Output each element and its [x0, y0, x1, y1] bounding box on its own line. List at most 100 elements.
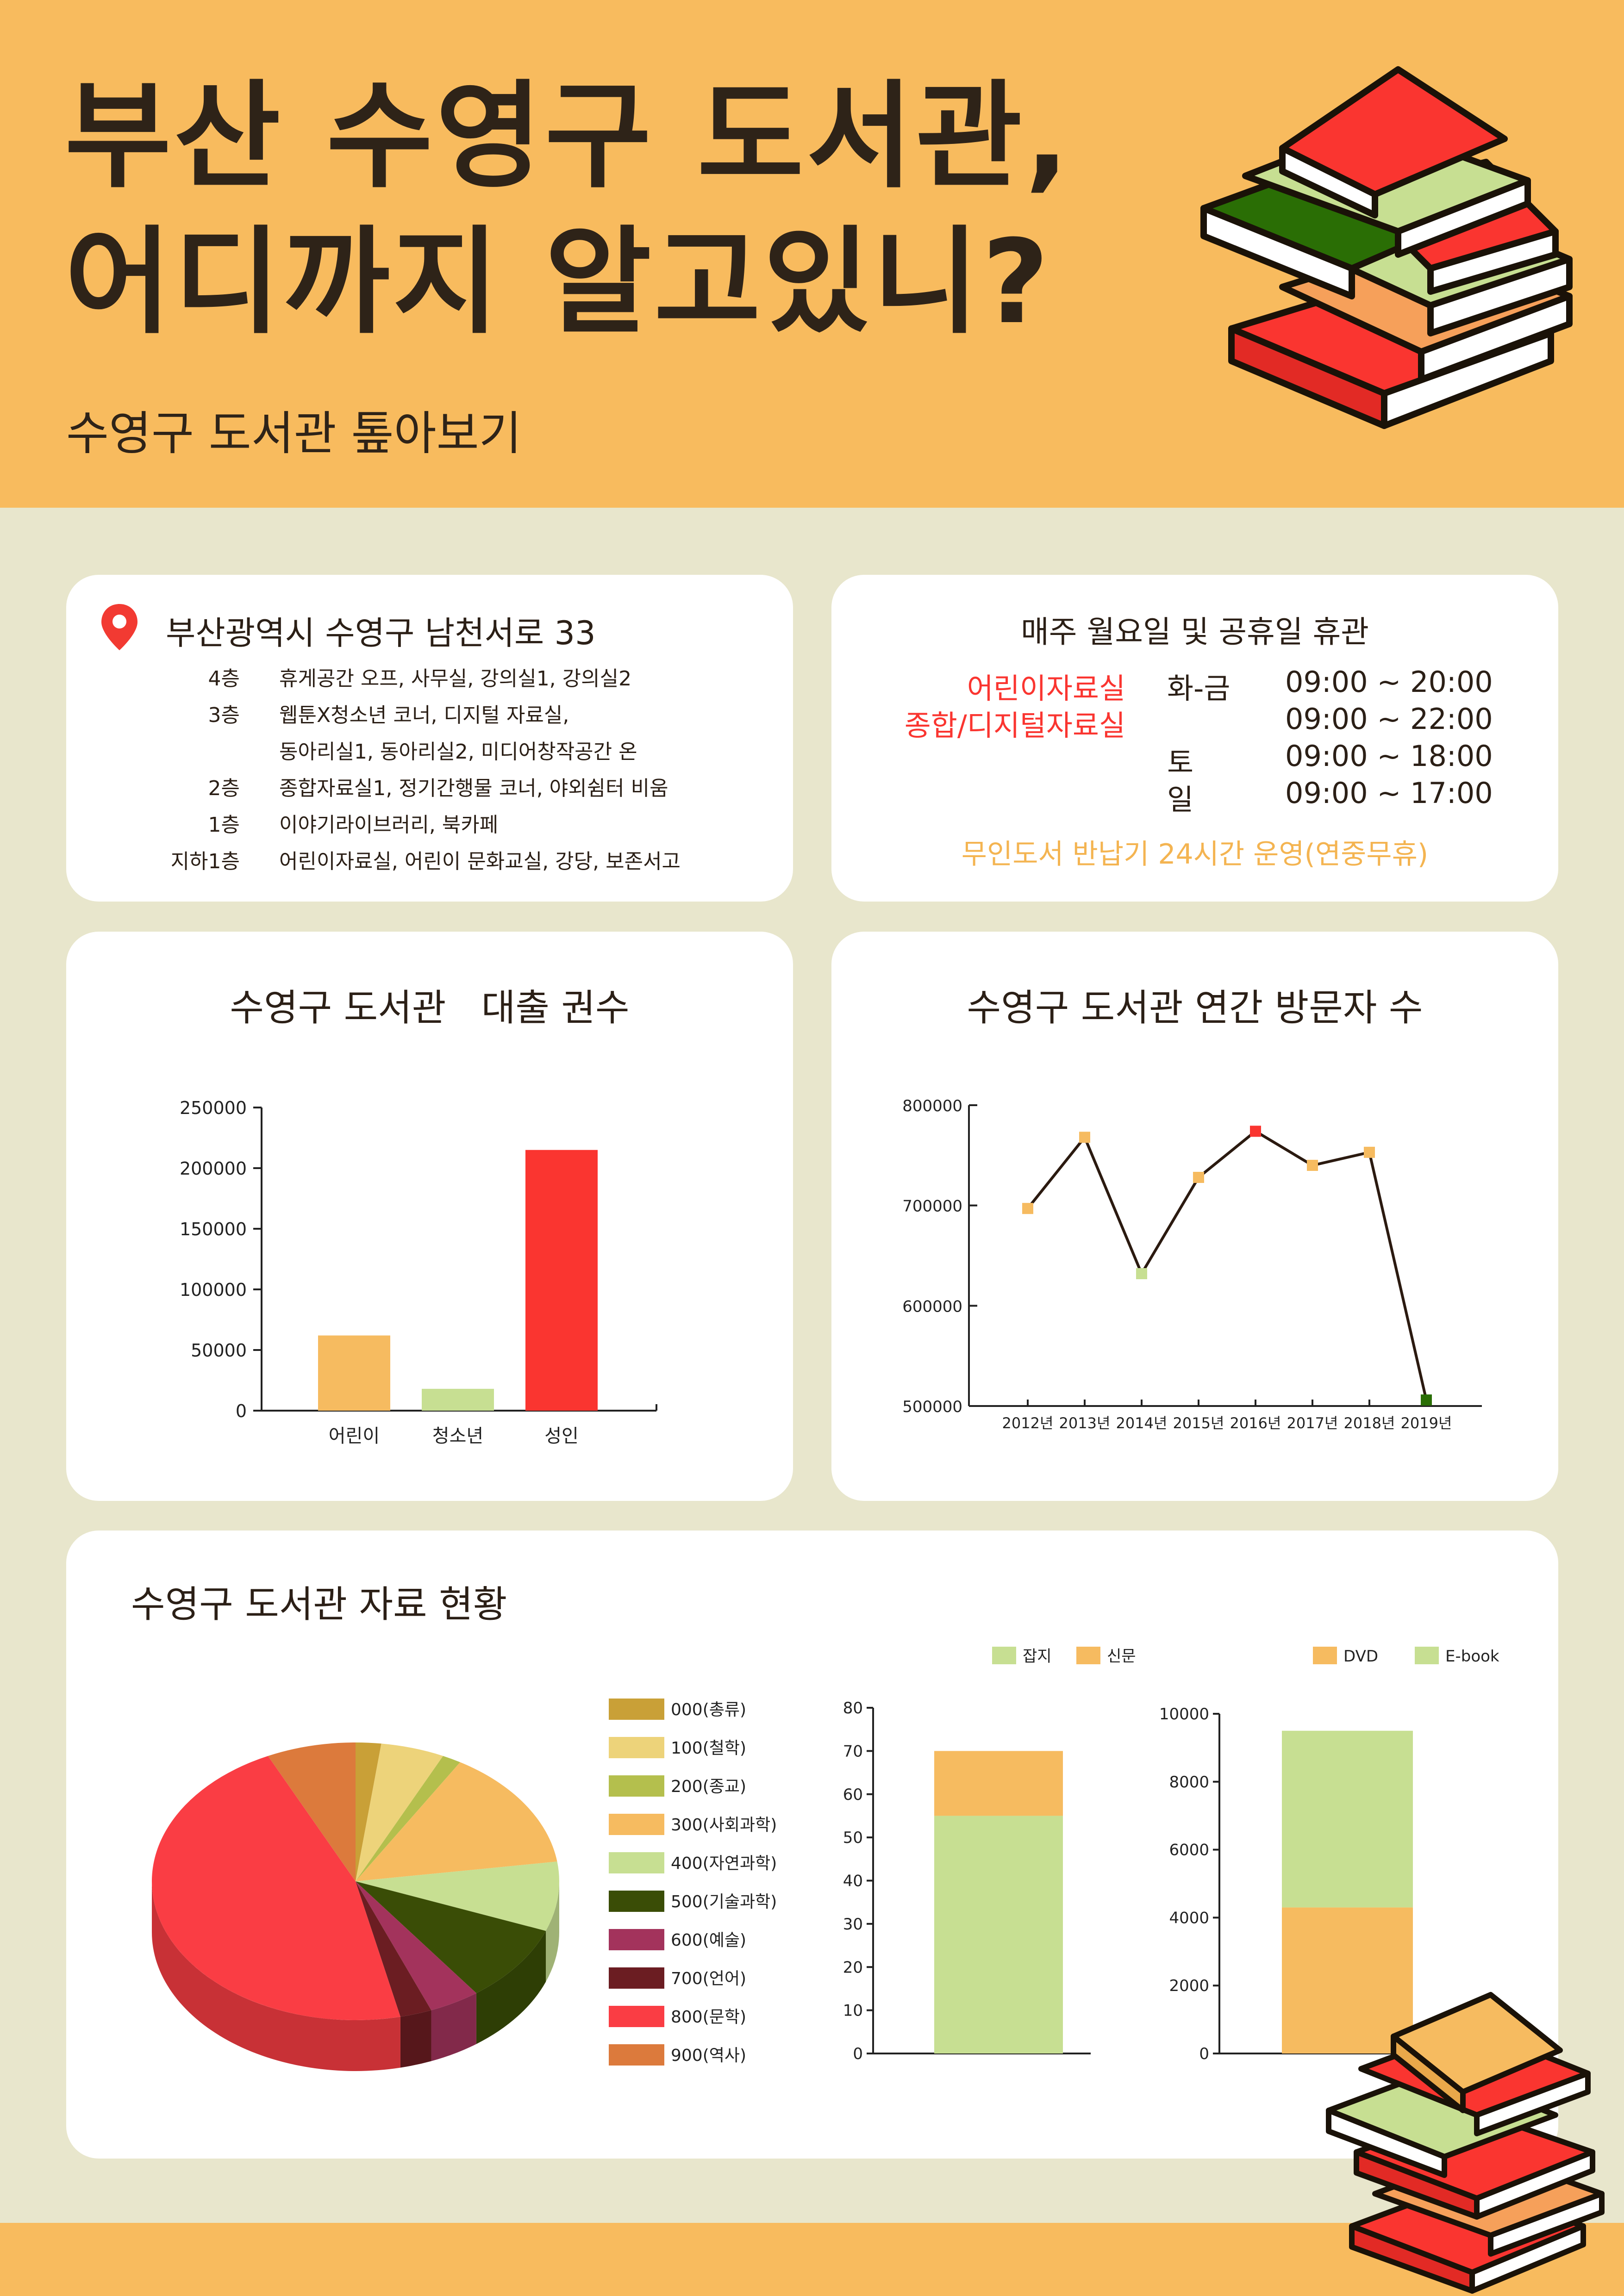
bar-성인: [525, 1150, 598, 1411]
pie-side-500(기술과학): [476, 1931, 546, 2044]
y-tick-label: 10: [843, 2002, 863, 2020]
floor-label: 4층: [208, 667, 240, 691]
y-tick-label: 50: [843, 1829, 863, 1847]
loan-bar-chart: 0 50000 100000 150000 200000 250000 어린이 청소년 성인: [180, 1098, 657, 1447]
data-point-2017년: [1307, 1160, 1318, 1171]
x-tick-label: 어린이: [329, 1425, 380, 1447]
floor-label: 지하1층: [170, 850, 240, 873]
y-tick-label: 30: [843, 1915, 863, 1934]
floor-description: 휴게공간 오프, 사무실, 강의실1, 강의실2: [279, 667, 632, 691]
legend-label: 600(예술): [671, 1931, 746, 1950]
closed-notice: 매주 월요일 및 공휴일 휴관: [1021, 614, 1369, 650]
pie-side-400(자연과학): [546, 1881, 559, 1982]
y-tick-label: 4000: [1169, 1909, 1209, 1927]
floor-description: 어린이자료실, 어린이 문화교실, 강당, 보존서고: [279, 850, 681, 873]
bar-어린이: [318, 1335, 390, 1411]
pie-slice-700(언어): [356, 1881, 431, 2017]
legend-swatch: [609, 1891, 664, 1912]
visitor-chart-title: 수영구 도서관 연간 방문자 수: [967, 986, 1423, 1029]
y-tick-label: 20: [843, 1958, 863, 1977]
legend-swatch: [1313, 1647, 1337, 1664]
data-point-2015년: [1193, 1172, 1204, 1183]
header-banner: 부산 수영구 도서관, 어디까지 알고있니? 수영구 도서관 톺아보기: [0, 0, 1624, 508]
data-point-2018년: [1364, 1146, 1375, 1158]
address-card: 부산광역시 수영구 남천서로 33 4층 휴게공간 오프, 사무실, 강의실1, …: [66, 575, 793, 902]
legend-swatch: [609, 2044, 664, 2066]
pie-side-800(문학): [152, 1881, 400, 2071]
book-stack-illustration-bottom: [1326, 1992, 1605, 2294]
pie-slice-900(역사): [268, 1742, 356, 1881]
y-tick-label: 60: [843, 1786, 863, 1804]
hours-day: 일: [1167, 783, 1194, 816]
y-tick-label: 100000: [180, 1280, 247, 1300]
bar-청소년: [422, 1388, 494, 1411]
legend-label: 300(사회과학): [671, 1816, 777, 1835]
y-tick-label: 0: [853, 2045, 863, 2063]
y-tick-label: 80: [843, 1699, 863, 1717]
y-tick-label: 0: [1199, 2045, 1209, 2063]
book-stack-illustration: [1200, 66, 1573, 429]
legend-swatch: [609, 2006, 664, 2027]
loan-chart-title: 수영구 도서관 대출 권수: [230, 986, 630, 1029]
legend-label: 000(총류): [671, 1700, 746, 1719]
y-tick-label: 150000: [180, 1219, 247, 1239]
hours-day: 화-금: [1167, 672, 1230, 705]
legend-swatch: [609, 1929, 664, 1950]
pie-side-600(예술): [431, 1993, 476, 2061]
y-tick-label: 800000: [902, 1097, 962, 1115]
floor-description: 동아리실1, 동아리실2, 미디어창작공간 온: [279, 740, 637, 764]
hours-time: 09:00 ~ 20:00: [1285, 665, 1493, 699]
y-tick-label: 50000: [191, 1340, 247, 1361]
legend-swatch: [609, 1967, 664, 1989]
legend-swatch: [609, 1737, 664, 1758]
pie-slice-100(철학): [356, 1743, 443, 1881]
legend-label: 200(종교): [671, 1777, 746, 1796]
legend-label: DVD: [1343, 1647, 1378, 1666]
legend-swatch: [609, 1814, 664, 1835]
stacked-bar-DVD: [1282, 1907, 1413, 2053]
legend-label: 900(역사): [671, 2046, 746, 2065]
y-tick-label: 250000: [180, 1098, 247, 1118]
y-tick-label: 6000: [1169, 1841, 1209, 1860]
data-point-2019년: [1421, 1394, 1432, 1406]
x-tick-label: 청소년: [432, 1425, 483, 1447]
legend-label: 잡지: [1023, 1647, 1052, 1666]
pie-slice-300(사회과학): [356, 1762, 557, 1881]
legend-swatch: [992, 1647, 1016, 1664]
y-tick-label: 200000: [180, 1158, 247, 1179]
hours-card: 매주 월요일 및 공휴일 휴관 어린이자료실 종합/디지털자료실 화-금 09:0…: [831, 575, 1558, 902]
room-general-digital: 종합/디지털자료실: [904, 709, 1125, 742]
y-tick-label: 700000: [902, 1197, 962, 1216]
hours-day: 토: [1167, 746, 1194, 779]
y-tick-label: 10000: [1159, 1705, 1209, 1724]
x-tick-label: 2019년: [1401, 1414, 1452, 1432]
legend-label: 신문: [1107, 1647, 1136, 1666]
x-tick-label: 2018년: [1344, 1414, 1395, 1432]
collection-charts: 000(총류) 100(철학) 200(종교) 300(사회과학) 400(자연과학) 5…: [152, 1647, 1499, 2071]
page-title-line1: 부산 수영구 도서관,: [65, 69, 1072, 204]
x-tick-label: 성인: [544, 1425, 579, 1447]
legend-label: E-book: [1445, 1647, 1499, 1666]
data-point-2016년: [1250, 1126, 1261, 1137]
y-tick-label: 2000: [1169, 1977, 1209, 1995]
collection-title: 수영구 도서관 자료 현황: [131, 1583, 507, 1626]
legend-label: 400(자연과학): [671, 1854, 777, 1873]
y-tick-label: 500000: [902, 1398, 962, 1416]
legend-swatch: [609, 1699, 664, 1720]
page-title-line2: 어디까지 알고있니?: [65, 215, 1052, 349]
floor-label: 1층: [208, 813, 240, 837]
y-tick-label: 0: [236, 1401, 247, 1421]
x-tick-label: 2015년: [1173, 1414, 1224, 1432]
data-point-2012년: [1022, 1203, 1033, 1214]
collection-card: 수영구 도서관 자료 현황 000(총류) 100(철학) 200(종교) 300(사…: [66, 1531, 1558, 2159]
floor-description: 이야기라이브러리, 북카페: [279, 813, 499, 837]
hours-time: 09:00 ~ 22:00: [1285, 702, 1493, 736]
floor-label: 3층: [208, 703, 240, 727]
pie-slice-800(문학): [152, 1756, 400, 2020]
floor-label: 2층: [208, 777, 240, 800]
legend-swatch: [609, 1852, 664, 1873]
x-tick-label: 2013년: [1059, 1414, 1111, 1432]
visitor-line-chart: 500000 600000 700000 800000 2012년 2013년 2014년 2…: [902, 1097, 1482, 1432]
stacked-bar-E-book: [1282, 1730, 1413, 1908]
legend-swatch: [1076, 1647, 1100, 1664]
